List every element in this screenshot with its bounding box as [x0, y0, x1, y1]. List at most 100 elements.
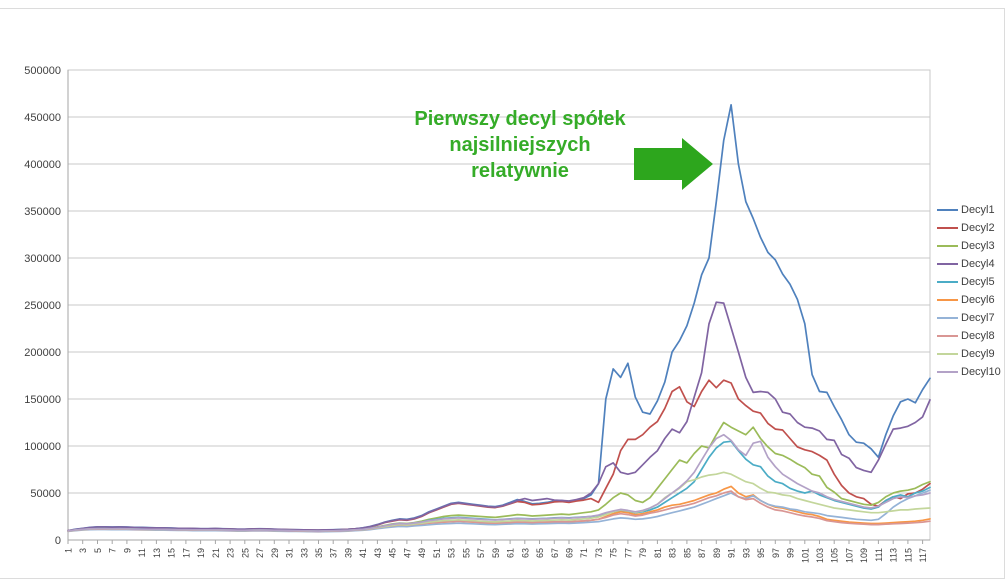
svg-text:77: 77	[623, 548, 633, 558]
svg-text:41: 41	[358, 548, 368, 558]
series-decyl4	[67, 301, 931, 532]
legend-item-decyl2: Decyl2	[937, 221, 1001, 234]
svg-text:33: 33	[299, 548, 309, 558]
legend-line-swatch	[937, 370, 958, 373]
svg-text:7: 7	[108, 548, 118, 553]
series-decyl9	[67, 471, 931, 533]
legend-line-swatch	[937, 226, 958, 229]
legend-line-swatch	[937, 352, 958, 355]
legend-item-decyl4: Decyl4	[937, 257, 1001, 270]
svg-text:39: 39	[344, 548, 354, 558]
svg-text:300000: 300000	[24, 253, 61, 265]
svg-text:83: 83	[668, 548, 678, 558]
legend-item-decyl9: Decyl9	[937, 347, 1001, 360]
legend-line-swatch	[937, 316, 958, 319]
svg-text:27: 27	[255, 548, 265, 558]
series-decyl10	[67, 433, 931, 532]
annotation-line-2: najsilniejszych	[449, 134, 591, 156]
svg-text:75: 75	[609, 548, 619, 558]
svg-text:9: 9	[122, 548, 132, 553]
svg-text:115: 115	[903, 548, 913, 562]
svg-text:450000: 450000	[24, 112, 61, 124]
annotation-line-1: Pierwszy decyl spółek	[414, 108, 626, 130]
svg-text:21: 21	[211, 548, 221, 558]
svg-text:31: 31	[285, 548, 295, 558]
svg-text:150000: 150000	[24, 394, 61, 406]
legend-line-swatch	[937, 280, 958, 283]
legend-label: Decyl5	[961, 275, 995, 288]
svg-text:35: 35	[314, 548, 324, 558]
svg-text:105: 105	[830, 548, 840, 563]
annotation-line-3: relatywnie	[471, 160, 569, 182]
legend-item-decyl5: Decyl5	[937, 275, 1001, 288]
svg-text:113: 113	[889, 548, 899, 562]
svg-text:29: 29	[270, 548, 280, 558]
svg-text:0: 0	[55, 535, 61, 547]
svg-text:99: 99	[786, 548, 796, 558]
legend-label: Decyl4	[961, 257, 995, 270]
svg-text:49: 49	[417, 548, 427, 558]
legend-item-decyl3: Decyl3	[937, 239, 1001, 252]
svg-text:73: 73	[594, 548, 604, 558]
svg-text:11: 11	[137, 548, 147, 557]
svg-text:51: 51	[432, 548, 442, 558]
legend-item-decyl7: Decyl7	[937, 311, 1001, 324]
svg-text:111: 111	[874, 548, 884, 562]
svg-text:65: 65	[535, 548, 545, 558]
svg-text:37: 37	[329, 548, 339, 558]
svg-text:71: 71	[579, 548, 589, 558]
svg-text:43: 43	[373, 548, 383, 558]
legend-label: Decyl8	[961, 329, 995, 342]
svg-text:93: 93	[741, 548, 751, 558]
chart-border	[0, 8, 1005, 579]
svg-text:45: 45	[388, 548, 398, 558]
legend-label: Decyl9	[961, 347, 995, 360]
svg-text:15: 15	[167, 548, 177, 558]
svg-text:55: 55	[461, 548, 471, 558]
svg-text:85: 85	[682, 548, 692, 558]
svg-text:59: 59	[491, 548, 501, 558]
legend-item-decyl6: Decyl6	[937, 293, 1001, 306]
svg-text:19: 19	[196, 548, 206, 558]
series-decyl7	[67, 489, 931, 533]
annotation-text: Pierwszy decyl spółek najsilniejszych re…	[395, 106, 645, 184]
legend-line-swatch	[937, 298, 958, 301]
svg-text:95: 95	[756, 548, 766, 558]
svg-text:67: 67	[550, 548, 560, 558]
legend-label: Decyl1	[961, 203, 995, 216]
svg-text:107: 107	[845, 548, 855, 563]
svg-text:69: 69	[565, 548, 575, 558]
svg-text:117: 117	[918, 548, 928, 562]
svg-text:1: 1	[64, 548, 74, 553]
svg-text:79: 79	[638, 548, 648, 558]
svg-text:89: 89	[712, 548, 722, 558]
svg-text:109: 109	[859, 548, 869, 563]
legend-label: Decyl6	[961, 293, 995, 306]
svg-text:13: 13	[152, 548, 162, 558]
legend-label: Decyl3	[961, 239, 995, 252]
legend-line-swatch	[937, 208, 958, 211]
chart-legend: Decyl1 Decyl2 Decyl3 Decyl4 Decyl5 Decyl6 Decy…	[937, 203, 1001, 383]
svg-text:3: 3	[78, 548, 88, 553]
legend-label: Decyl7	[961, 311, 995, 324]
svg-text:100000: 100000	[24, 441, 61, 453]
svg-text:87: 87	[697, 548, 707, 558]
svg-text:23: 23	[226, 548, 236, 558]
svg-text:17: 17	[181, 548, 191, 558]
svg-text:53: 53	[447, 548, 457, 558]
svg-text:400000: 400000	[24, 159, 61, 171]
svg-text:63: 63	[520, 548, 530, 558]
svg-text:25: 25	[240, 548, 250, 558]
svg-text:103: 103	[815, 548, 825, 563]
legend-item-decyl1: Decyl1	[937, 203, 1001, 216]
svg-text:47: 47	[402, 548, 412, 558]
legend-line-swatch	[937, 262, 958, 265]
svg-text:350000: 350000	[24, 206, 61, 218]
svg-text:500000: 500000	[24, 65, 61, 77]
svg-text:50000: 50000	[30, 488, 61, 500]
svg-text:200000: 200000	[24, 347, 61, 359]
svg-text:91: 91	[727, 548, 737, 558]
svg-text:97: 97	[771, 548, 781, 558]
svg-text:101: 101	[800, 548, 810, 563]
